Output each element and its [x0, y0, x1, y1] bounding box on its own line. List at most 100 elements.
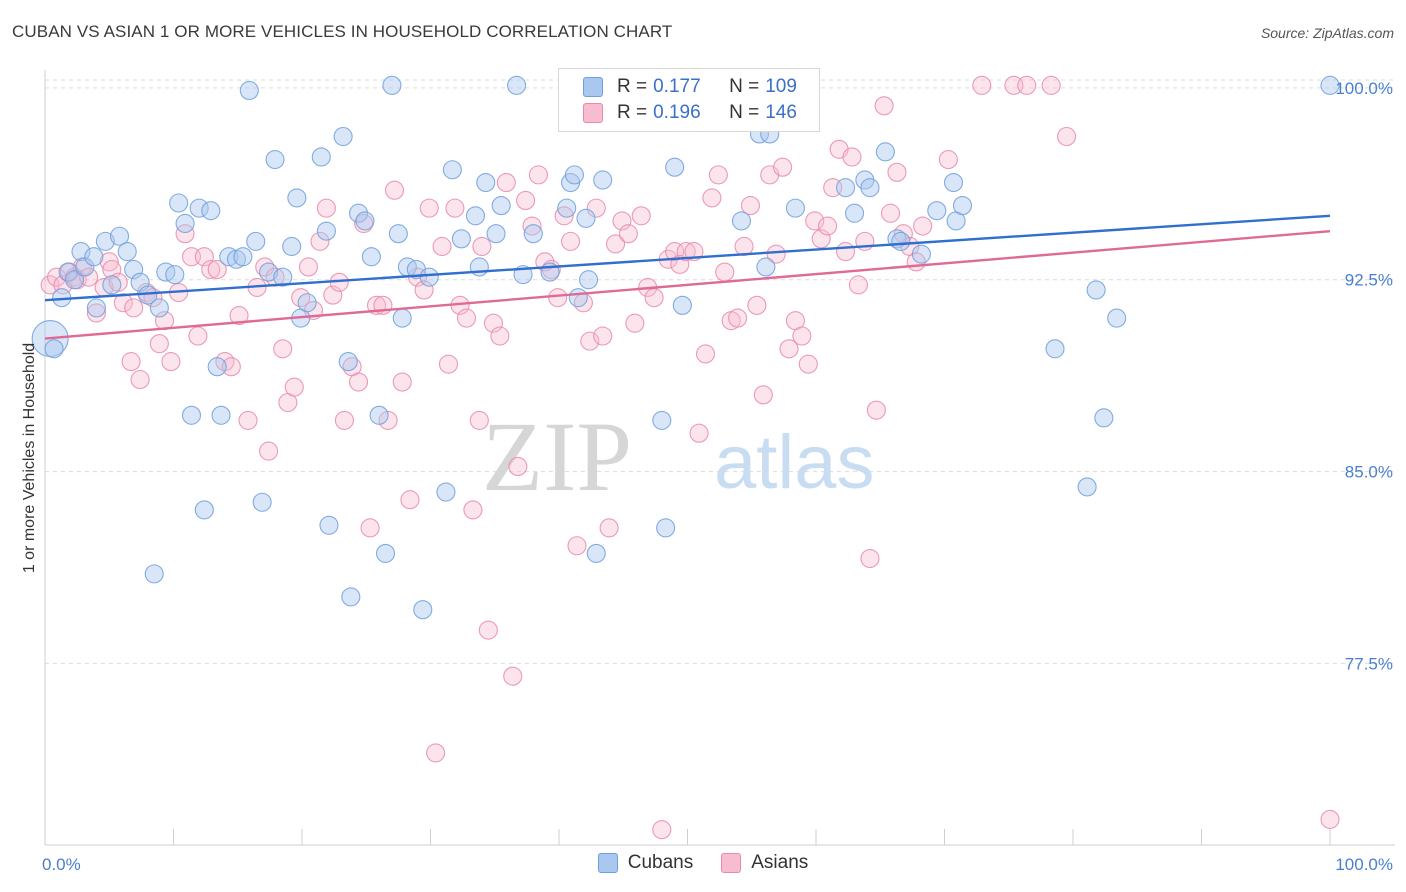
cuban-point [175, 213, 195, 234]
asian-point [86, 303, 106, 323]
asian-point [593, 326, 613, 346]
cuban-point [436, 482, 456, 502]
cuban-point [1077, 477, 1097, 497]
cuban-point [523, 224, 543, 244]
chart-title: CUBAN VS ASIAN 1 OR MORE VEHICLES IN HOU… [12, 22, 673, 41]
cuban-point [282, 236, 302, 257]
cuban-point [576, 208, 596, 228]
asian-point [972, 75, 992, 95]
cuban-point [593, 170, 613, 190]
cuban-point [194, 500, 214, 520]
cuban-point [44, 339, 64, 359]
cuban-point [316, 221, 336, 241]
asian-point [472, 236, 492, 257]
asian-point [567, 536, 587, 556]
asian-point [469, 410, 489, 430]
cuban-point [65, 270, 85, 290]
asian-point [255, 257, 275, 277]
asian-point [702, 188, 722, 208]
asian-point [188, 326, 208, 346]
asian-point [121, 352, 141, 372]
asian-point [284, 377, 304, 397]
asian-point [124, 298, 144, 318]
asian-point [644, 288, 664, 308]
cuban-point [875, 142, 895, 162]
legend-item-asians[interactable]: Asians [721, 852, 808, 874]
asian-point [384, 180, 405, 200]
cuban-point [102, 275, 122, 295]
cuban-point [71, 242, 91, 262]
asian-point [665, 242, 685, 262]
asian-point [625, 313, 645, 333]
asian-point [561, 231, 581, 251]
asian-point [1017, 75, 1037, 95]
asian-point [880, 203, 901, 223]
asian-point [792, 326, 812, 346]
y-tick-label: 100.0% [1335, 79, 1393, 98]
asian-point [836, 242, 856, 262]
asian-point [175, 224, 195, 244]
axes [44, 70, 1395, 846]
asian-point [805, 211, 825, 231]
cuban-point [1107, 308, 1127, 328]
cuban-point [413, 600, 433, 620]
asian-point [618, 224, 638, 244]
asian-point [414, 280, 434, 300]
cuban-point [252, 492, 272, 512]
asian-point [463, 500, 483, 520]
cuban-point [265, 149, 285, 170]
asian-point [149, 334, 169, 354]
cuban-point [219, 247, 239, 267]
cuban-point [419, 267, 439, 287]
cuban-point [860, 178, 880, 198]
cuban-point [785, 198, 805, 218]
asian-point [766, 244, 786, 264]
y-axis-label: 1 or more Vehicles in Household [21, 343, 38, 573]
asian-point [496, 172, 516, 193]
cuban-point [259, 262, 279, 282]
asian-point [1041, 75, 1061, 95]
cuban-point [369, 405, 389, 425]
asian-point [161, 352, 181, 372]
asian-point [689, 423, 709, 443]
legend-item-cubans[interactable]: Cubans [597, 852, 693, 874]
cuban-point [557, 198, 577, 218]
cuban-point [564, 165, 584, 185]
asian-point [631, 206, 651, 226]
tick-labels: 77.5% 85.0% 92.5% 100.0% 0.0% 100.0% [42, 79, 1393, 874]
asian-point [580, 331, 600, 351]
asian-point [605, 234, 626, 254]
cuban-point [297, 293, 317, 313]
asian-point [130, 369, 150, 390]
asian-point [773, 157, 793, 177]
legend-swatch-cubans [597, 853, 618, 873]
cuban-point [109, 226, 130, 246]
asian-point [221, 357, 241, 377]
asian-point [1320, 809, 1340, 829]
legend-r-value: 0.177 [653, 76, 701, 97]
asian-point [938, 149, 958, 170]
cuban-point [491, 196, 511, 216]
cuban-point [891, 231, 911, 251]
watermark-atlas: atlas [714, 420, 875, 505]
cuban-point [189, 198, 209, 218]
series-legend: Cubans Asians [0, 852, 1406, 874]
cuban-point [382, 75, 402, 95]
asian-point [392, 372, 412, 392]
asian-point [400, 490, 420, 510]
asian-point [779, 339, 799, 359]
legend-r-value: 0.196 [653, 102, 701, 123]
cuban-point [507, 75, 527, 95]
cuban-point [341, 587, 361, 607]
cuban-point [579, 270, 599, 290]
asian-point [298, 257, 318, 277]
cuban-point [943, 172, 964, 193]
asian-point [478, 620, 498, 640]
asian-point [378, 410, 398, 430]
cuban-point [201, 201, 221, 221]
trend-line-asians [44, 229, 1331, 340]
cuban-point [311, 147, 331, 167]
asian-point [798, 354, 818, 374]
cuban-point [476, 172, 496, 193]
asian-point [334, 410, 354, 430]
